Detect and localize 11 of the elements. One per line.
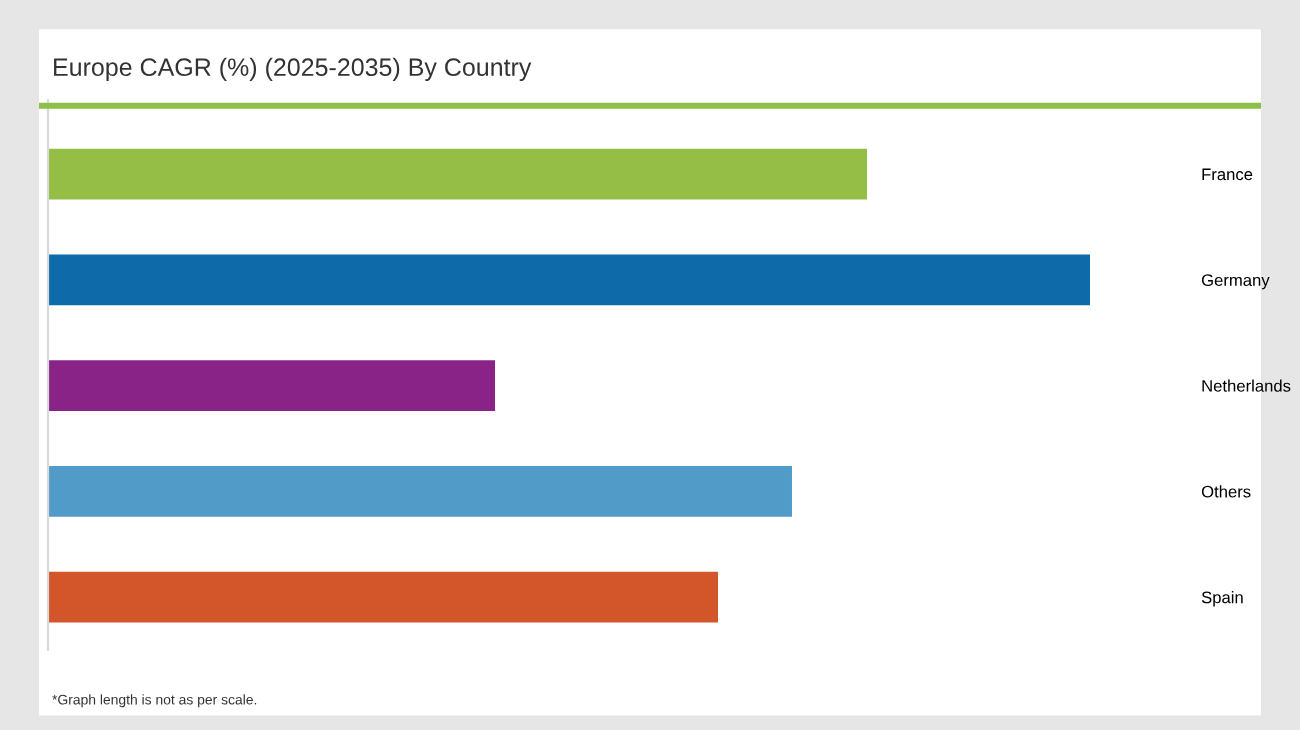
chart-title: Europe CAGR (%) (2025-2035) By Country <box>54 57 532 81</box>
y-tick-label: Germany <box>1201 274 1270 290</box>
y-tick-label: Netherlands <box>1202 379 1291 392</box>
bar <box>48 571 719 623</box>
bar <box>48 254 1090 306</box>
y-tick-label: France <box>1202 168 1253 181</box>
y-tick-label: Others <box>1201 485 1251 498</box>
bar <box>48 360 496 411</box>
bar <box>48 148 868 200</box>
bar <box>48 465 792 517</box>
y-tick-label: Spain <box>1201 591 1243 607</box>
